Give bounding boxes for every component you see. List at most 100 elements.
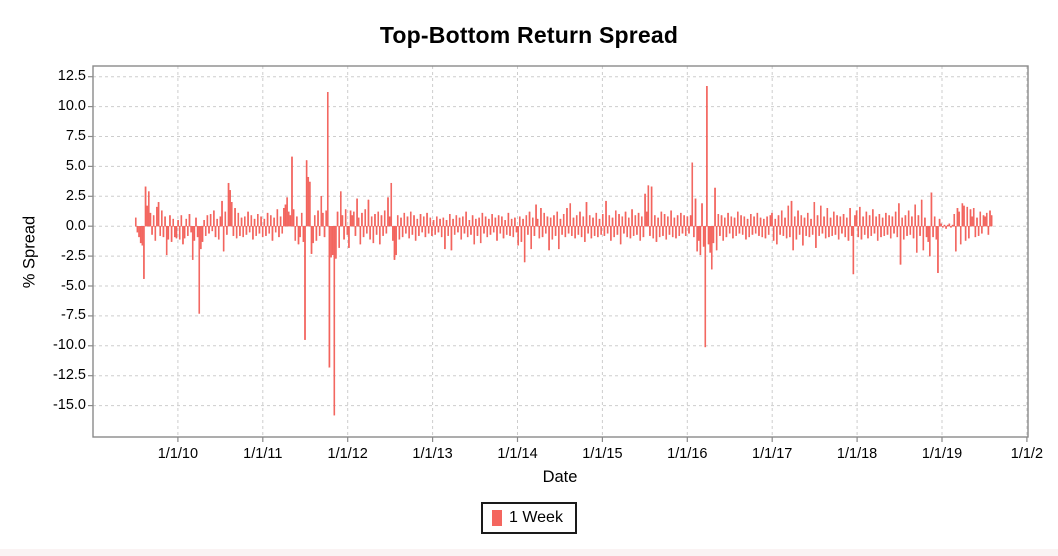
bar: [920, 199, 923, 227]
legend-label-1-week: 1 Week: [509, 509, 563, 526]
bar: [481, 212, 484, 227]
bar: [963, 205, 965, 227]
bar: [198, 226, 201, 314]
x-axis-title: Date: [542, 468, 578, 486]
bar: [426, 212, 428, 227]
bar: [930, 192, 933, 227]
bar: [170, 226, 173, 242]
bar: [955, 226, 957, 252]
bar: [636, 226, 638, 235]
bar: [938, 218, 941, 227]
bar: [971, 216, 973, 227]
bar: [818, 226, 820, 236]
bar: [553, 215, 555, 227]
bar: [455, 215, 458, 227]
bar: [213, 210, 215, 227]
bar: [335, 226, 337, 259]
chart-title: Top-Bottom Return Spread: [379, 22, 679, 48]
bar: [584, 226, 586, 242]
bar: [318, 226, 321, 236]
bar: [561, 226, 563, 235]
bar: [808, 226, 811, 238]
bar: [263, 218, 266, 227]
bar: [753, 216, 755, 227]
bar: [592, 217, 594, 227]
bar: [346, 226, 349, 235]
bar: [758, 226, 760, 236]
bar: [323, 226, 326, 238]
bar: [675, 226, 677, 239]
bar: [810, 218, 812, 227]
bar: [909, 226, 912, 235]
bar: [803, 217, 806, 227]
bar: [989, 210, 991, 227]
bar: [230, 202, 233, 227]
bar: [167, 226, 170, 240]
bar: [662, 226, 664, 236]
bar: [562, 214, 565, 227]
bar: [841, 226, 843, 234]
bar: [180, 215, 183, 227]
bar: [299, 226, 301, 238]
bar: [307, 176, 310, 227]
bar: [188, 214, 191, 227]
bar: [271, 226, 274, 241]
bar: [284, 204, 287, 227]
y-tick-label: -15.0: [52, 397, 86, 414]
bar: [522, 218, 524, 227]
bar: [883, 226, 886, 236]
bar: [776, 226, 778, 245]
bar: [191, 226, 194, 260]
bar: [408, 226, 410, 239]
bar: [364, 209, 367, 227]
y-tick-label: 10.0: [57, 98, 86, 115]
bar: [491, 214, 493, 227]
x-tick-label: 1/1/14: [497, 446, 538, 462]
bar: [587, 226, 589, 234]
bar: [266, 212, 269, 227]
bar: [226, 226, 228, 235]
bar: [279, 216, 282, 227]
bar: [691, 162, 694, 227]
bar: [287, 211, 290, 227]
bar: [982, 215, 985, 227]
bar: [458, 217, 461, 227]
bar: [162, 226, 165, 238]
bar: [257, 214, 259, 227]
bar: [616, 226, 619, 235]
bar: [507, 212, 510, 227]
bar: [387, 197, 389, 227]
bar: [224, 211, 227, 227]
bar: [235, 226, 238, 239]
bar: [671, 226, 674, 238]
bar: [681, 226, 684, 234]
bar: [582, 216, 585, 227]
bar: [914, 204, 916, 227]
y-tick-label: -7.5: [61, 307, 86, 324]
bar: [470, 226, 472, 235]
bar: [912, 226, 915, 239]
bar: [964, 226, 967, 241]
bar: [881, 217, 884, 227]
bar: [837, 226, 840, 240]
bar: [684, 226, 687, 236]
bar: [353, 211, 355, 227]
bar: [484, 216, 487, 227]
bar: [393, 226, 396, 260]
bar: [772, 226, 775, 241]
bar: [785, 226, 788, 239]
bar: [727, 212, 729, 227]
bar: [252, 226, 254, 240]
bar: [575, 215, 578, 227]
bar: [138, 226, 140, 238]
bar: [304, 226, 306, 340]
bar: [349, 210, 352, 227]
bar: [766, 216, 768, 227]
bar: [893, 226, 895, 234]
bar: [854, 215, 856, 227]
bar: [177, 220, 179, 227]
bar: [527, 226, 529, 235]
bar: [906, 226, 908, 236]
bar: [732, 226, 734, 239]
bar: [325, 210, 327, 227]
